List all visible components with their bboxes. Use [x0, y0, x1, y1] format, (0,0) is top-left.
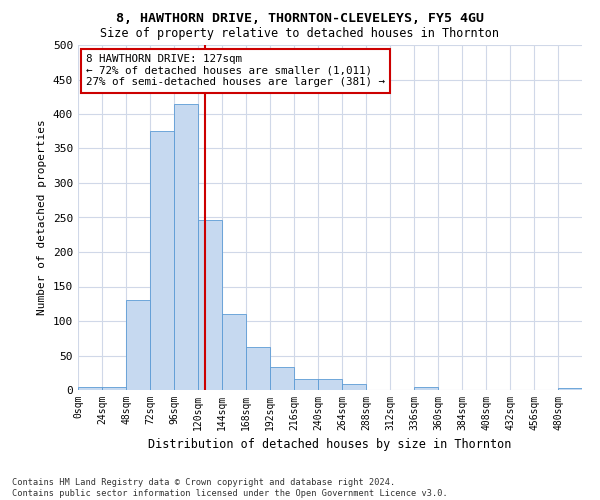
Bar	[342, 384, 366, 390]
Bar	[558, 388, 582, 390]
Bar	[318, 379, 342, 390]
Bar	[270, 367, 294, 390]
Text: Contains HM Land Registry data © Crown copyright and database right 2024.
Contai: Contains HM Land Registry data © Crown c…	[12, 478, 448, 498]
Bar	[102, 386, 126, 390]
Bar	[294, 379, 318, 390]
Bar	[78, 387, 102, 390]
Text: 8 HAWTHORN DRIVE: 127sqm
← 72% of detached houses are smaller (1,011)
27% of sem: 8 HAWTHORN DRIVE: 127sqm ← 72% of detach…	[86, 54, 385, 87]
Y-axis label: Number of detached properties: Number of detached properties	[37, 120, 47, 316]
X-axis label: Distribution of detached houses by size in Thornton: Distribution of detached houses by size …	[148, 438, 512, 452]
Text: 8, HAWTHORN DRIVE, THORNTON-CLEVELEYS, FY5 4GU: 8, HAWTHORN DRIVE, THORNTON-CLEVELEYS, F…	[116, 12, 484, 26]
Bar	[174, 104, 198, 390]
Text: Size of property relative to detached houses in Thornton: Size of property relative to detached ho…	[101, 28, 499, 40]
Bar	[246, 346, 270, 390]
Bar	[126, 300, 150, 390]
Bar	[414, 386, 438, 390]
Bar	[198, 220, 222, 390]
Bar	[150, 131, 174, 390]
Bar	[222, 314, 246, 390]
